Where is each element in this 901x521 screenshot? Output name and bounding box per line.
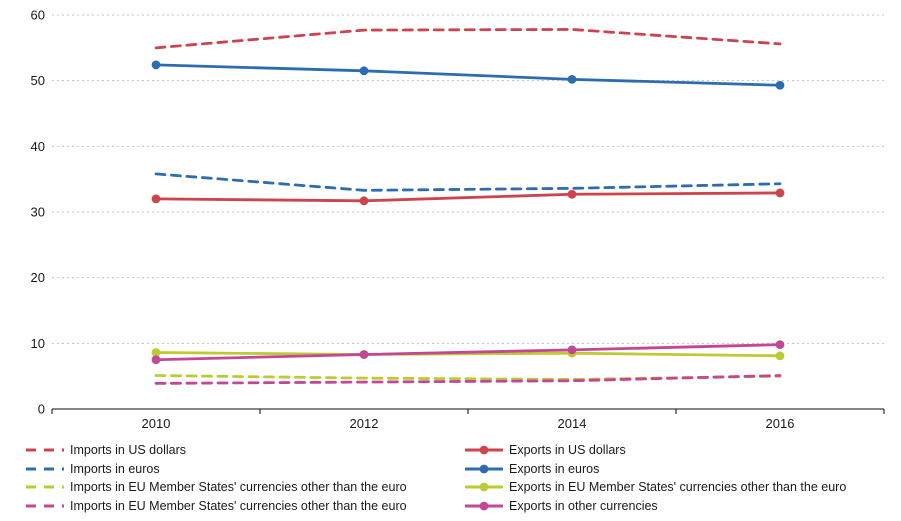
x-axis-tick-label: 2014 [558, 416, 587, 431]
series-line-imports-us-dollars [154, 28, 782, 50]
legend-swatch-marker [479, 482, 489, 492]
legend-swatch-marker [479, 445, 489, 455]
legend-label-imports-euros: Imports in euros [70, 461, 160, 476]
data-point-exports-euros [151, 60, 161, 70]
legend-swatch-exports-us-dollars [465, 445, 503, 455]
legend-label-exports-us-dollars: Exports in US dollars [509, 443, 626, 458]
legend-swatch-exports-other-currencies [465, 501, 503, 511]
x-axis-tick-label: 2012 [350, 416, 379, 431]
y-axis-tick-label: 10 [31, 336, 45, 351]
y-axis-tick-label: 50 [31, 73, 45, 88]
x-axis-tick-label: 2010 [142, 416, 171, 431]
legend-item-exports-eu-member-states-currencies: Exports in EU Member States' currencies … [464, 478, 846, 497]
legend-column-exports: Exports in US dollars Exports in euros Exp… [464, 441, 846, 515]
data-point-exports-eu-member-states-currencies [151, 348, 161, 357]
legend-item-exports-other-currencies: Exports in other currencies [464, 497, 846, 516]
series-line-exports-other-currencies [154, 343, 782, 362]
legend-item-exports-euros: Exports in euros [464, 460, 846, 479]
data-point-exports-euros [775, 80, 785, 90]
legend-label-imports-other-currencies: Imports in EU Member States' currencies … [70, 498, 407, 513]
data-point-exports-other-currencies [359, 350, 369, 359]
data-point-exports-euros [359, 66, 369, 76]
line-chart: 0 10 20 30 40 50 60 2010 2012 2014 2016 [31, 8, 885, 431]
data-point-exports-us-dollars [151, 194, 161, 204]
data-point-exports-us-dollars [775, 188, 785, 198]
y-axis-tick-label: 40 [31, 139, 45, 154]
legend-swatch-imports-eu-member-states-currencies [26, 485, 64, 489]
legend-swatch-imports-us-dollars [26, 448, 64, 452]
legend-label-exports-other-currencies: Exports in other currencies [509, 498, 658, 513]
legend-swatch-imports-other-currencies [26, 504, 64, 508]
legend-item-imports-euros: Imports in euros [25, 460, 407, 479]
series-line-imports-other-currencies [154, 374, 782, 385]
data-point-exports-us-dollars [567, 189, 577, 199]
series-line-exports-euros [154, 63, 782, 87]
legend-swatch-imports-euros [26, 467, 64, 471]
series-line-exports-us-dollars [154, 191, 782, 203]
data-point-exports-other-currencies [151, 355, 161, 365]
y-axis-tick-label: 60 [31, 8, 45, 23]
legend-item-imports-us-dollars: Imports in US dollars [25, 441, 407, 460]
legend-column-imports: Imports in US dollars Imports in euros Imp… [25, 441, 407, 515]
legend-item-exports-us-dollars: Exports in US dollars [464, 441, 846, 460]
legend-item-imports-eu-member-states-currencies: Imports in EU Member States' currencies … [25, 478, 407, 497]
data-point-exports-other-currencies [567, 345, 577, 355]
legend-swatch-marker [479, 464, 489, 474]
legend-item-imports-other-currencies: Imports in EU Member States' currencies … [25, 497, 407, 516]
data-point-exports-us-dollars [359, 196, 369, 206]
y-axis-tick-label: 30 [31, 205, 45, 220]
data-point-exports-eu-member-states-currencies [775, 351, 785, 361]
legend-label-exports-euros: Exports in euros [509, 461, 600, 476]
legend-label-exports-eu-member-states-currencies: Exports in EU Member States' currencies … [509, 480, 847, 495]
legend-label-imports-eu-member-states-currencies: Imports in EU Member States' currencies … [70, 480, 407, 495]
legend-swatch-marker [479, 501, 489, 511]
data-point-exports-euros [567, 74, 577, 84]
data-point-exports-other-currencies [775, 340, 785, 350]
series-line-imports-euros [154, 172, 782, 192]
legend-label-imports-us-dollars: Imports in US dollars [70, 443, 187, 458]
y-axis-tick-label: 20 [31, 270, 45, 285]
y-axis-tick-label: 0 [38, 402, 45, 417]
series-line-exports-eu-member-states-currencies [154, 351, 782, 358]
legend-swatch-exports-euros [465, 464, 503, 474]
x-axis-tick-label: 2016 [766, 416, 795, 431]
legend-swatch-exports-eu-member-states-currencies [465, 482, 503, 492]
